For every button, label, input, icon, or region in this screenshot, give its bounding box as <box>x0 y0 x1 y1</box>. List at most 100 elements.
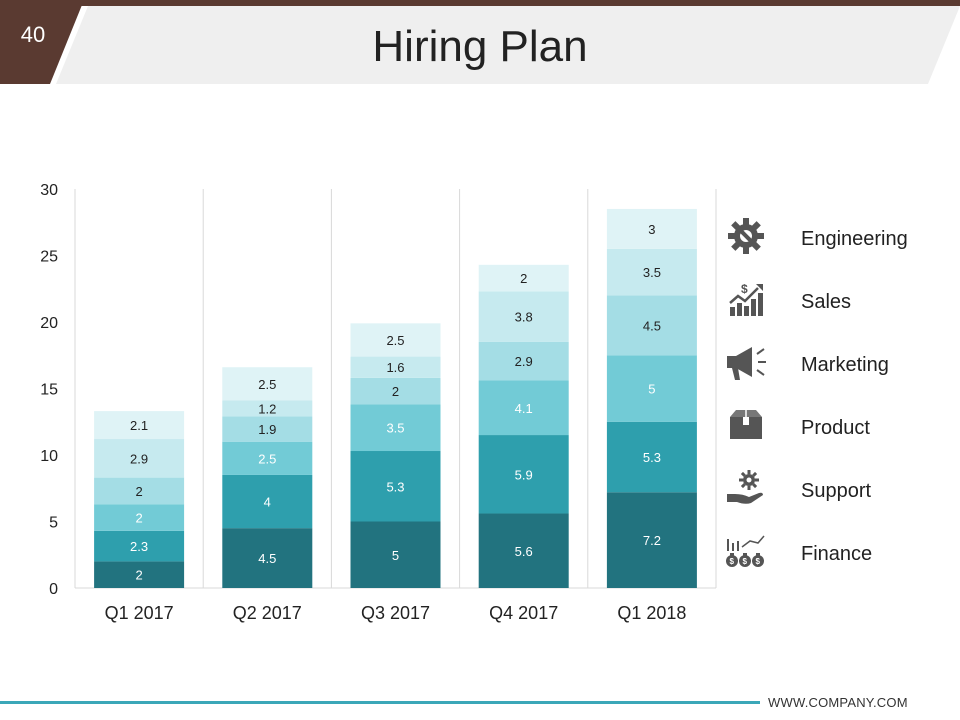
bar-segment-finance-4 <box>606 208 697 249</box>
y-tick-label-30: 30 <box>40 182 58 199</box>
legend-item-product: Product <box>724 403 944 466</box>
data-label-sales-3: 5.9 <box>515 467 533 482</box>
bar-segment-finance-1 <box>222 367 313 401</box>
data-label-support-2: 1.6 <box>386 360 404 375</box>
legend-item-finance: $ $ $ Finance <box>724 529 944 592</box>
y-tick-label-0: 0 <box>49 581 58 598</box>
data-label-support-0: 2.9 <box>130 451 148 466</box>
bar-segment-finance-3 <box>478 264 569 292</box>
bar-segment-marketing-1 <box>222 441 313 475</box>
data-label-sales-1: 4 <box>264 495 271 510</box>
data-label-support-1: 1.2 <box>258 401 276 416</box>
top-accent-strip <box>0 0 960 6</box>
bar-segment-marketing-0 <box>94 504 185 531</box>
y-tick-label-5: 5 <box>49 515 58 532</box>
legend-label-marketing: Marketing <box>801 354 889 376</box>
x-tick-label-2: Q3 2017 <box>361 603 430 623</box>
legend-label-product: Product <box>801 417 870 439</box>
legend-item-engineering: Engineering <box>724 214 944 277</box>
bar-segment-support-3 <box>478 291 569 342</box>
title-banner <box>0 0 960 84</box>
data-label-finance-1: 2.5 <box>258 377 276 392</box>
slide-number-tab <box>0 0 84 84</box>
data-label-product-2: 2 <box>392 384 399 399</box>
bar-segment-support-1 <box>222 400 313 417</box>
title-banner-band <box>56 6 960 84</box>
data-label-marketing-2: 3.5 <box>386 421 404 436</box>
bar-segment-finance-2 <box>350 323 441 357</box>
data-label-product-3: 2.9 <box>515 354 533 369</box>
bar-segment-marketing-2 <box>350 404 441 452</box>
slide-number: 40 <box>20 22 46 47</box>
svg-text:$: $ <box>730 557 735 566</box>
svg-text:$: $ <box>741 282 748 296</box>
x-tick-label-0: Q1 2017 <box>105 603 174 623</box>
data-label-support-3: 3.8 <box>515 310 533 325</box>
x-tick-label-3: Q4 2017 <box>489 603 558 623</box>
bar-segment-product-4 <box>606 295 697 356</box>
legend-label-support: Support <box>801 480 872 502</box>
data-label-engineering-1: 4.5 <box>258 551 276 566</box>
gear-wrench-icon <box>724 214 768 258</box>
data-label-engineering-2: 5 <box>392 548 399 563</box>
bar-segment-support-4 <box>606 248 697 296</box>
data-label-engineering-4: 7.2 <box>643 533 661 548</box>
x-tick-label-1: Q2 2017 <box>233 603 302 623</box>
megaphone-icon <box>724 340 768 384</box>
bar-segment-finance-0 <box>94 411 185 440</box>
bar-segment-product-1 <box>222 416 313 442</box>
svg-text:$: $ <box>743 557 748 566</box>
bar-segment-product-3 <box>478 341 569 381</box>
data-label-marketing-1: 2.5 <box>258 451 276 466</box>
bar-segment-support-0 <box>94 439 185 478</box>
data-label-sales-2: 5.3 <box>386 479 404 494</box>
data-label-marketing-3: 4.1 <box>515 401 533 416</box>
data-label-engineering-0: 2 <box>135 568 142 583</box>
legend-label-finance: Finance <box>801 543 873 565</box>
data-label-product-4: 4.5 <box>643 318 661 333</box>
footer-rule <box>0 701 760 704</box>
hand-gear-icon <box>724 466 768 510</box>
bar-segment-sales-4 <box>606 421 697 493</box>
data-label-product-0: 2 <box>135 484 142 499</box>
bar-segment-support-2 <box>350 356 441 378</box>
legend-item-sales: $ Sales <box>724 277 944 340</box>
y-tick-label-25: 25 <box>40 249 58 266</box>
legend-label-engineering: Engineering <box>801 228 908 250</box>
bar-segment-sales-0 <box>94 530 185 562</box>
bar-segment-engineering-3 <box>478 513 569 588</box>
bar-segment-sales-2 <box>350 451 441 522</box>
data-label-support-4: 3.5 <box>643 265 661 280</box>
bar-segment-engineering-0 <box>94 561 185 588</box>
legend-label-sales: Sales <box>801 291 852 313</box>
bar-segment-sales-3 <box>478 435 569 514</box>
money-bags-icon: $ $ $ <box>724 529 768 573</box>
legend-item-support: Support <box>724 466 944 529</box>
bar-segment-product-2 <box>350 377 441 405</box>
y-tick-label-20: 20 <box>40 315 58 332</box>
legend: Engineering $ Sales <box>724 214 944 592</box>
data-label-product-1: 1.9 <box>258 422 276 437</box>
svg-text:$: $ <box>756 557 761 566</box>
bar-segment-engineering-1 <box>222 528 313 588</box>
bar-segment-sales-1 <box>222 474 313 529</box>
data-label-marketing-4: 5 <box>648 382 655 397</box>
slide-title: Hiring Plan <box>372 22 588 71</box>
data-label-finance-2: 2.5 <box>386 333 404 348</box>
data-label-finance-4: 3 <box>648 222 655 237</box>
bar-segment-engineering-4 <box>606 492 697 588</box>
y-tick-label-10: 10 <box>40 448 58 465</box>
data-label-sales-4: 5.3 <box>643 450 661 465</box>
sales-growth-icon: $ <box>724 277 768 321</box>
data-label-finance-3: 2 <box>520 271 527 286</box>
footer-url: WWW.COMPANY.COM <box>768 695 908 710</box>
bar-segment-product-0 <box>94 477 185 505</box>
data-label-engineering-3: 5.6 <box>515 544 533 559</box>
bar-segment-marketing-4 <box>606 355 697 422</box>
data-label-finance-0: 2.1 <box>130 418 148 433</box>
legend-item-marketing: Marketing <box>724 340 944 403</box>
y-tick-label-15: 15 <box>40 382 58 399</box>
data-label-sales-0: 2.3 <box>130 539 148 554</box>
product-box-icon <box>724 403 768 447</box>
